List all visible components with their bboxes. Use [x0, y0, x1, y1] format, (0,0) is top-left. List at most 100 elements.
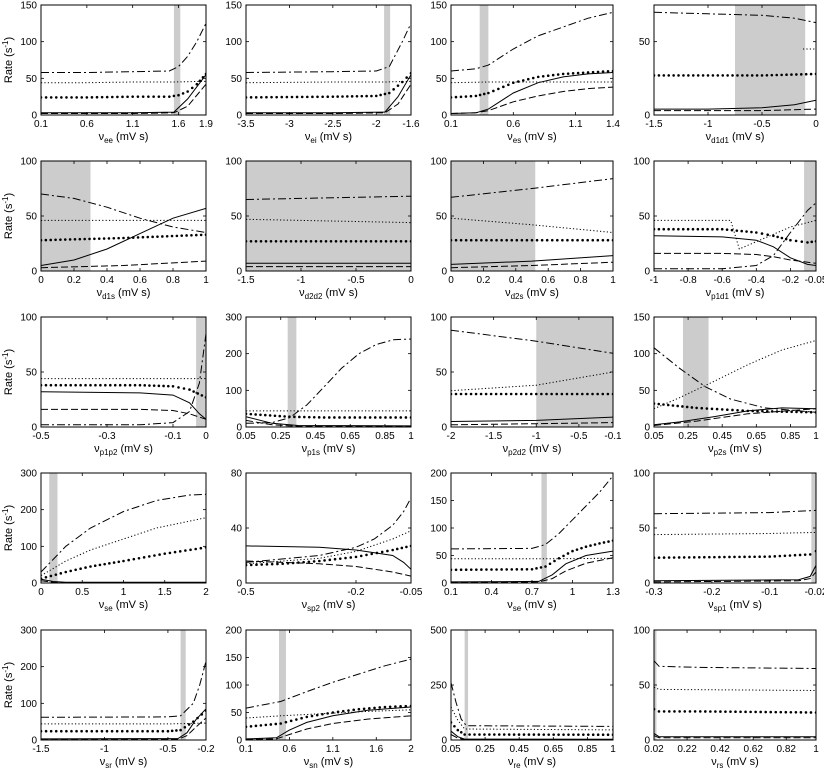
dot-mark	[44, 575, 48, 579]
dot-mark	[681, 227, 685, 231]
dot-mark	[399, 416, 403, 419]
series-solid	[654, 732, 816, 738]
dot-mark	[373, 416, 377, 419]
dot-mark	[104, 383, 107, 387]
series-dashdot	[246, 338, 411, 424]
dot-mark	[765, 73, 769, 77]
dot-mark	[136, 236, 140, 239]
dot-mark	[141, 235, 145, 239]
dot-mark	[165, 234, 169, 238]
dot-mark	[804, 410, 808, 414]
y-tick-label: 200	[225, 349, 242, 360]
dot-mark	[112, 561, 116, 564]
dot-mark	[755, 74, 759, 77]
dot-mark	[73, 237, 77, 241]
dot-mark	[780, 73, 783, 77]
dot-mark	[677, 556, 681, 559]
shaded-region	[287, 317, 297, 427]
dot-mark	[710, 407, 714, 411]
dot-mark	[354, 555, 358, 559]
y-tick-label: 50	[231, 708, 243, 719]
y-tick-label: 50	[436, 368, 448, 379]
dot-mark	[512, 81, 515, 85]
x-tick-label: -0.5	[570, 431, 588, 442]
x-tick-label: 1.9	[199, 119, 213, 130]
dot-mark	[571, 238, 574, 242]
dot-mark	[810, 240, 814, 244]
dot-mark	[369, 240, 373, 243]
dot-mark	[804, 72, 808, 76]
dot-mark	[136, 729, 139, 733]
dot-mark	[561, 238, 564, 242]
dot-mark	[153, 554, 156, 557]
y-tick-label: 500	[430, 626, 447, 637]
series-thickdot	[246, 412, 411, 419]
dot-mark	[529, 392, 533, 396]
dot-mark	[346, 95, 349, 98]
series-solid	[451, 416, 613, 422]
dot-mark	[141, 729, 144, 733]
dot-mark	[695, 406, 698, 410]
dot-mark	[49, 238, 53, 242]
series-thickdot	[246, 544, 411, 567]
dot-mark	[158, 553, 161, 556]
dot-mark	[276, 562, 279, 566]
dot-mark	[561, 72, 565, 76]
series-thickdot	[41, 72, 206, 99]
dot-mark	[387, 91, 391, 95]
dot-mark	[59, 238, 62, 241]
dot-mark	[100, 729, 104, 733]
dot-mark	[593, 543, 597, 546]
dot-mark	[779, 710, 783, 714]
dot-mark	[379, 93, 382, 97]
dot-mark	[497, 87, 500, 91]
dot-mark	[133, 383, 137, 387]
series-solid	[41, 708, 206, 740]
dot-mark	[526, 77, 530, 81]
dot-mark	[696, 227, 700, 231]
dot-mark	[399, 240, 403, 243]
dot-mark	[701, 74, 705, 77]
dot-mark	[184, 549, 187, 552]
dot-mark	[586, 71, 590, 74]
dot-mark	[93, 564, 97, 568]
dot-mark	[359, 240, 363, 243]
y-tick-label: 100	[430, 37, 447, 48]
dot-mark	[697, 555, 701, 559]
dot-mark	[793, 553, 797, 557]
dot-mark	[519, 392, 523, 396]
panel-p19: 0.05 0.25 0.45 0.65 0.85 1 0 250 500 νre (mV s)	[430, 626, 616, 771]
dot-mark	[289, 240, 293, 243]
dot-mark	[730, 228, 734, 232]
shaded-region	[735, 5, 806, 115]
dot-mark	[249, 563, 253, 567]
dot-mark	[555, 392, 559, 396]
y-tick-label: 0	[31, 736, 37, 747]
dot-mark	[395, 547, 399, 551]
dot-mark	[126, 95, 129, 99]
series-thickdot	[41, 709, 206, 733]
series-solid	[654, 407, 816, 426]
dot-mark	[172, 94, 176, 98]
dot-mark	[383, 92, 387, 96]
dot-mark	[365, 553, 368, 557]
dot-mark	[78, 237, 82, 241]
panel-p17: -1.5 -1 -0.5 -0.2 0 100 200 300 νsr (mV s) Rate (…	[1, 626, 215, 771]
dot-mark	[156, 729, 160, 733]
dot-mark	[357, 707, 361, 711]
dot-mark	[479, 392, 483, 396]
dot-mark	[136, 95, 140, 98]
dot-mark	[299, 240, 303, 243]
dot-mark	[100, 95, 104, 99]
dot-mark	[141, 95, 145, 98]
dot-mark	[331, 711, 335, 714]
y-tick-label: 0	[644, 267, 650, 278]
dot-mark	[535, 238, 539, 242]
dot-mark	[285, 95, 289, 99]
dot-mark	[480, 238, 483, 242]
dot-mark	[102, 237, 106, 240]
dot-mark	[319, 240, 323, 243]
panel-p4: -1.5 -1 -0.5 0 0 50 νd1d1 (mV s)	[639, 4, 819, 145]
series-dashed	[41, 408, 206, 420]
x-tick-label: 0.85	[578, 744, 598, 755]
